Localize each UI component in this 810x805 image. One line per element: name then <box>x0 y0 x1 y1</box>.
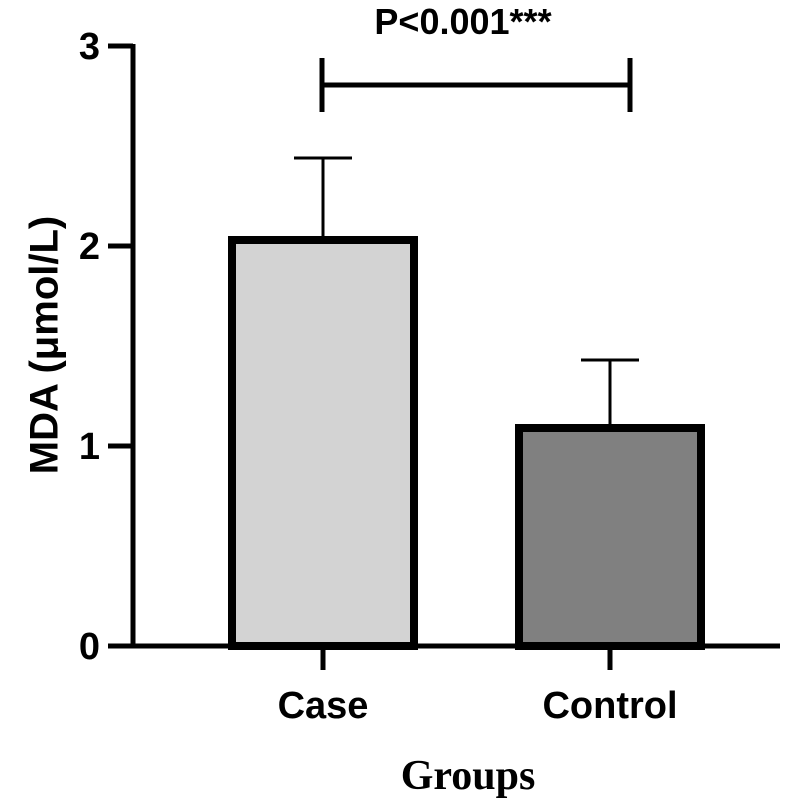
y-tick-label: 2 <box>79 226 100 268</box>
y-axis-label: MDA (μmol/L) <box>23 216 67 475</box>
y-tick-label: 0 <box>79 626 100 668</box>
bars-layer <box>228 236 705 650</box>
y-tick-label: 3 <box>79 26 100 68</box>
x-ticks-layer: Case Control <box>278 646 678 727</box>
y-ticks-layer: 0 1 2 3 <box>79 26 133 668</box>
x-axis-label: Groups <box>401 753 536 799</box>
significance-label: P<0.001*** <box>374 1 551 42</box>
x-tick-label-case: Case <box>278 685 369 727</box>
y-tick-label: 1 <box>79 426 100 468</box>
bar-control <box>515 424 705 650</box>
error-bars-layer <box>294 156 639 428</box>
x-tick-label-control: Control <box>542 685 677 727</box>
bar-case <box>228 236 418 650</box>
significance-bracket: P<0.001*** <box>319 1 633 112</box>
